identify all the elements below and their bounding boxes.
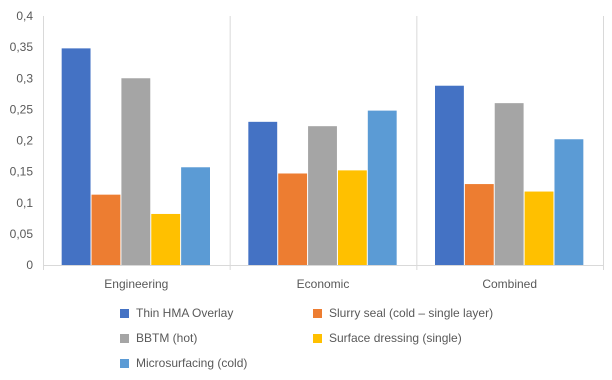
legend-swatch <box>120 308 129 318</box>
y-tick-label: 0 <box>26 258 33 272</box>
bar-microsurfacing-cold-engineering <box>181 167 210 265</box>
y-tick-label: 0,05 <box>10 227 34 241</box>
y-tick-label: 0,3 <box>16 71 33 85</box>
legend-label: Surface dressing (single) <box>329 331 462 345</box>
legend-label: BBTM (hot) <box>136 331 198 345</box>
bar-slurry-seal-cold-single-layer-combined <box>464 184 494 265</box>
x-category-label: Economic <box>297 277 350 291</box>
legend-item: Surface dressing (single) <box>313 331 462 345</box>
bar-surface-dressing-single-engineering <box>151 213 181 265</box>
legend-item: Microsurfacing (cold) <box>120 356 247 370</box>
bar-surface-dressing-single-economic <box>337 170 367 265</box>
y-tick-label: 0,15 <box>10 165 34 179</box>
legend-swatch <box>120 358 129 368</box>
y-tick-label: 0,2 <box>16 134 33 148</box>
bar-thin-hma-overlay-economic <box>248 121 278 265</box>
legend-label: Microsurfacing (cold) <box>136 356 248 370</box>
bar-microsurfacing-cold-combined <box>554 139 584 265</box>
x-category-label: Engineering <box>104 277 168 291</box>
legend-item: Slurry seal (cold – single layer) <box>313 306 493 320</box>
bar-bbtm-hot-combined <box>494 103 524 266</box>
bar-surface-dressing-single-combined <box>524 191 554 265</box>
bars <box>61 48 584 266</box>
legend-item: Thin HMA Overlay <box>120 306 233 320</box>
legend-swatch <box>313 308 322 318</box>
bar-bbtm-hot-economic <box>308 126 337 266</box>
y-tick-label: 0,4 <box>16 9 33 23</box>
bar-bbtm-hot-engineering <box>121 78 151 265</box>
legend-swatch <box>313 333 322 343</box>
bar-thin-hma-overlay-combined <box>435 85 464 265</box>
bar-slurry-seal-cold-single-layer-economic <box>278 173 308 265</box>
bar-microsurfacing-cold-economic <box>367 110 397 266</box>
legend-label: Thin HMA Overlay <box>136 306 234 320</box>
y-tick-label: 0,35 <box>10 40 34 54</box>
legend-label: Slurry seal (cold – single layer) <box>329 306 494 320</box>
y-tick-label: 0,25 <box>10 102 34 116</box>
y-tick-label: 0,1 <box>16 196 33 210</box>
legend-item: BBTM (hot) <box>120 331 197 345</box>
x-axis-categories: Engineering Economic Combined <box>104 277 537 291</box>
y-axis-ticks: 0 0,05 0,1 0,15 0,2 0,25 0,3 0,35 0,4 <box>10 9 34 272</box>
bar-slurry-seal-cold-single-layer-engineering <box>91 194 121 265</box>
legend-swatch <box>120 333 129 343</box>
bar-thin-hma-overlay-engineering <box>61 48 91 266</box>
x-category-label: Combined <box>482 277 537 291</box>
category-separators <box>43 16 604 270</box>
